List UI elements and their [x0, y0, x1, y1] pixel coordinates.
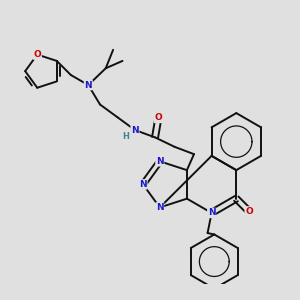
Text: N: N [156, 203, 164, 212]
Text: N: N [156, 157, 164, 166]
Text: N: N [208, 208, 215, 217]
Text: H: H [122, 132, 129, 141]
Text: N: N [131, 125, 139, 134]
Text: O: O [154, 113, 162, 122]
Text: O: O [33, 50, 41, 59]
Text: N: N [85, 81, 92, 90]
Text: O: O [245, 207, 253, 216]
Text: N: N [139, 180, 147, 189]
